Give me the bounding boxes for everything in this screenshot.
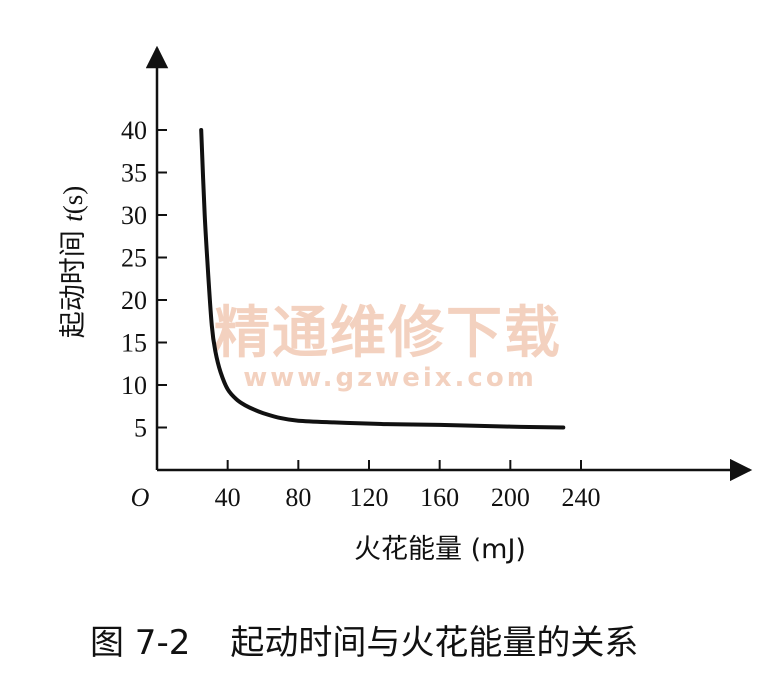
x-axis-title: 火花能量 (mJ) xyxy=(354,534,526,565)
y-tick-label: 30 xyxy=(121,201,147,230)
origin-label: O xyxy=(131,483,150,512)
x-tick-label: 120 xyxy=(350,483,389,512)
y-axis-title: 起动时间 t(s) xyxy=(58,186,89,339)
y-tick-label: 40 xyxy=(121,116,147,145)
x-tick-label: 80 xyxy=(285,483,311,512)
y-tick-label: 20 xyxy=(121,286,147,315)
watermark-url: www.gzweix.com xyxy=(243,363,537,393)
y-tick-label: 35 xyxy=(121,159,147,188)
x-tick-label: 160 xyxy=(420,483,459,512)
y-tick-label: 25 xyxy=(121,244,147,273)
y-tick-label: 10 xyxy=(121,371,147,400)
watermark-text: 精通维修下载 xyxy=(214,301,562,366)
caption-text: 起动时间与火花能量的关系 xyxy=(230,623,638,663)
y-tick-label: 5 xyxy=(134,414,147,443)
x-tick-label: 40 xyxy=(215,483,241,512)
x-tick-label: 200 xyxy=(491,483,530,512)
series-line xyxy=(199,128,566,430)
figure-number: 图 7-2 xyxy=(90,623,190,663)
x-ticks: 40 80 120 160 200 240 xyxy=(215,460,601,512)
x-tick-label: 240 xyxy=(562,483,601,512)
y-ticks: 5 10 15 20 25 30 35 40 xyxy=(121,116,167,443)
figure-caption: 图 7-2 起动时间与火花能量的关系 xyxy=(90,623,638,663)
y-tick-label: 15 xyxy=(121,329,147,358)
